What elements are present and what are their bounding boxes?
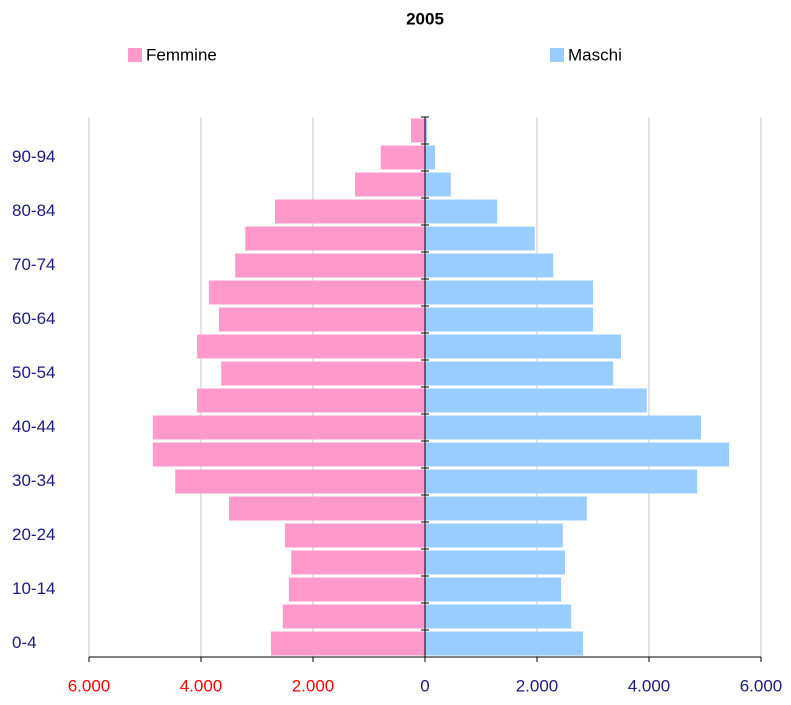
bar [380,145,425,170]
bar [291,550,425,575]
bar [425,442,730,467]
bar [425,280,593,305]
legend-swatch [128,48,142,62]
x-tick-label: 6.000 [68,676,111,695]
bar [271,631,425,656]
y-tick-label: 30-34 [12,471,55,490]
bar [208,280,425,305]
bar [152,415,425,440]
bar [355,172,425,197]
chart-title: 2005 [406,9,444,28]
bar [274,199,425,224]
x-tick-label: 6.000 [740,676,783,695]
legend-label: Maschi [568,45,622,64]
x-tick-label: 2.000 [292,676,335,695]
bar [197,334,425,359]
bar [425,226,535,251]
bar [425,307,593,332]
bar [285,523,425,548]
bar [411,118,425,143]
bar [425,334,621,359]
bar [425,631,583,656]
bar [425,577,562,602]
bar [152,442,425,467]
bar [425,361,614,386]
bar [425,523,563,548]
x-tick-label: 4.000 [180,676,223,695]
bar [175,469,425,494]
y-tick-label: 10-14 [12,579,55,598]
bar [235,253,425,278]
bar [197,388,425,413]
bar [425,469,698,494]
bar [425,118,428,143]
y-tick-label: 50-54 [12,363,55,382]
x-tick-label: 4.000 [628,676,671,695]
y-tick-label: 70-74 [12,255,55,274]
x-tick-label: 2.000 [516,676,559,695]
bar [425,199,498,224]
bar [425,604,572,629]
x-tick-label: 0 [420,676,429,695]
legend-label: Femmine [146,45,217,64]
bar [425,145,436,170]
bar [425,550,565,575]
y-tick-label: 80-84 [12,201,55,220]
bar [218,307,425,332]
bar [282,604,425,629]
bar [288,577,425,602]
bar [229,496,425,521]
bar [425,172,451,197]
y-tick-label: 60-64 [12,309,55,328]
y-tick-label: 40-44 [12,417,55,436]
bar [221,361,425,386]
y-tick-label: 20-24 [12,525,55,544]
legend-swatch [550,48,564,62]
bar [425,388,647,413]
bar [425,253,554,278]
bar [245,226,425,251]
y-tick-label: 0-4 [12,633,37,652]
y-tick-label: 90-94 [12,147,55,166]
bar [425,415,702,440]
bar [425,496,587,521]
